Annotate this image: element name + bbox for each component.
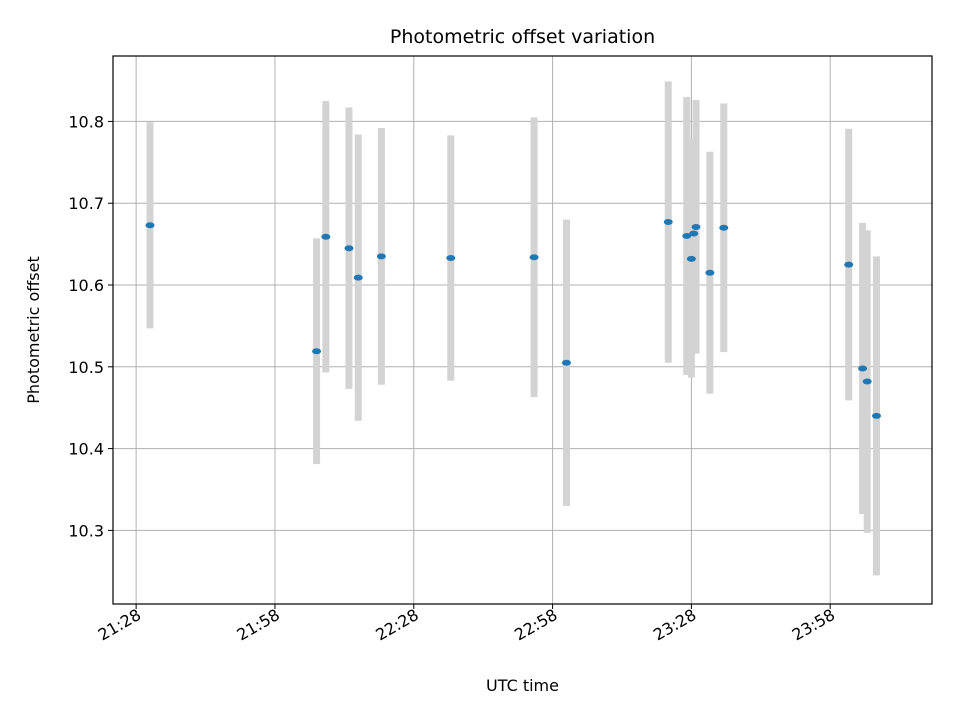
- data-point: [858, 365, 868, 372]
- x-axis-title: UTC time: [486, 676, 559, 695]
- data-point: [446, 255, 456, 262]
- y-tick-label: 10.5: [68, 358, 104, 377]
- data-point: [705, 269, 715, 276]
- y-tick-label: 10.6: [68, 276, 104, 295]
- y-tick-label: 10.8: [68, 112, 104, 131]
- data-point: [561, 359, 571, 366]
- data-point: [691, 223, 701, 230]
- y-tick-label: 10.3: [68, 521, 104, 540]
- data-point: [529, 254, 539, 261]
- data-point: [312, 348, 322, 355]
- data-point: [682, 232, 692, 239]
- chart-title: Photometric offset variation: [390, 26, 655, 48]
- data-point: [719, 224, 729, 231]
- y-tick-label: 10.4: [68, 440, 104, 459]
- data-point: [353, 274, 363, 281]
- data-point: [689, 230, 699, 237]
- data-point: [145, 222, 155, 229]
- data-point: [663, 219, 673, 226]
- data-point: [376, 253, 386, 260]
- data-point: [344, 245, 354, 252]
- data-point: [686, 255, 696, 262]
- y-axis-title: Photometric offset: [24, 256, 43, 404]
- data-point: [862, 378, 872, 385]
- grid: [113, 56, 932, 604]
- data-point: [321, 233, 331, 240]
- plot-frame: [112, 55, 933, 605]
- data-point: [844, 261, 854, 268]
- data-points: [145, 219, 881, 419]
- y-tick-label: 10.7: [68, 194, 104, 213]
- data-point: [871, 412, 881, 419]
